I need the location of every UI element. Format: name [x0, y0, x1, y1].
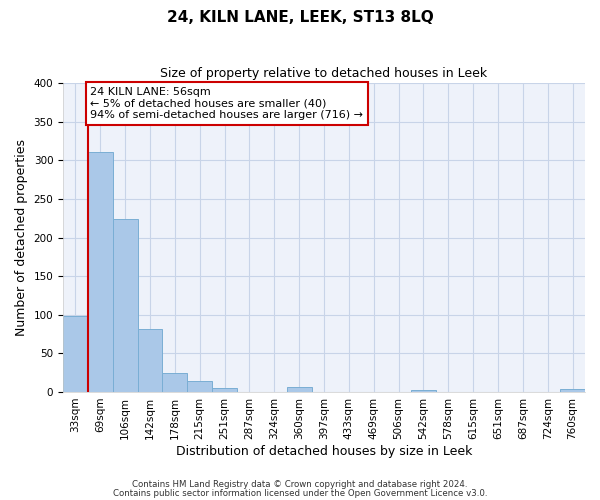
Bar — [88, 152, 113, 392]
Y-axis label: Number of detached properties: Number of detached properties — [15, 139, 28, 336]
Bar — [63, 316, 88, 392]
Text: 24, KILN LANE, LEEK, ST13 8LQ: 24, KILN LANE, LEEK, ST13 8LQ — [167, 10, 433, 25]
Bar — [187, 381, 212, 392]
Bar — [163, 372, 187, 392]
X-axis label: Distribution of detached houses by size in Leek: Distribution of detached houses by size … — [176, 444, 472, 458]
Title: Size of property relative to detached houses in Leek: Size of property relative to detached ho… — [160, 68, 488, 80]
Bar — [287, 388, 311, 392]
Bar — [113, 219, 137, 392]
Text: 24 KILN LANE: 56sqm
← 5% of detached houses are smaller (40)
94% of semi-detache: 24 KILN LANE: 56sqm ← 5% of detached hou… — [91, 87, 364, 120]
Bar — [137, 330, 163, 392]
Text: Contains public sector information licensed under the Open Government Licence v3: Contains public sector information licen… — [113, 489, 487, 498]
Text: Contains HM Land Registry data © Crown copyright and database right 2024.: Contains HM Land Registry data © Crown c… — [132, 480, 468, 489]
Bar — [411, 390, 436, 392]
Bar — [212, 388, 237, 392]
Bar — [560, 389, 585, 392]
